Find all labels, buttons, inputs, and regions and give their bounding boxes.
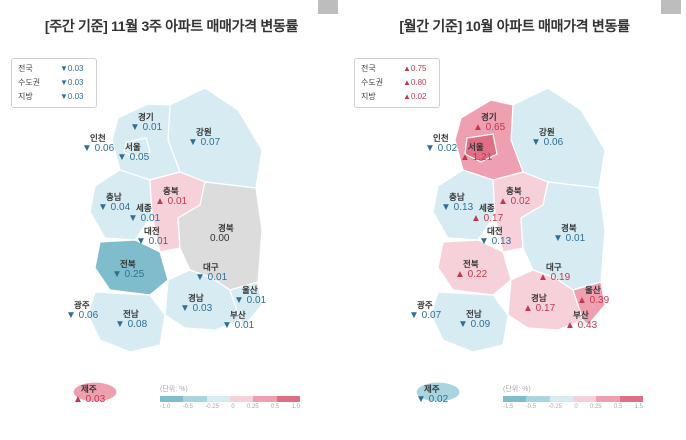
monthly-label-gyeonggi: 경기 ▲ 0.65	[473, 112, 506, 133]
monthly-label-seoul: 서울 ▲ 1.21	[460, 142, 493, 163]
weekly-label-gyeongbuk: 경북 0.00	[210, 223, 234, 244]
monthly-legend: (단위: %) -1.5 -0.5 -0.25 0 0.25 0.5 1.5	[503, 384, 653, 424]
weekly-region-chungnam	[89, 169, 153, 241]
monthly-label-busan: 부산 ▲ 0.43	[565, 310, 598, 331]
weekly-summary-row: 수도권 ▼0.03	[18, 78, 84, 87]
weekly-legend-unit: (단위: %)	[160, 386, 188, 393]
monthly-label-ulsan: 울산 ▲ 0.39	[577, 285, 610, 306]
weekly-label-seoul: 서울 ▼ 0.05	[117, 142, 150, 163]
monthly-label-jeonbuk: 전북 ▲ 0.22	[455, 259, 488, 280]
weekly-title: [주간 기준] 11월 3주 아파트 매매가격 변동률	[44, 18, 299, 34]
monthly-summary-box: 전국 ▲0.75 수도권 ▲0.80 지방 ▲0.02	[354, 58, 440, 108]
monthly-label-gwangju: 광주 ▼ 0.07	[409, 300, 442, 321]
monthly-map-panel: [월간 기준] 10월 아파트 매매가격 변동률 전국 ▲0.75 수도권 ▲0.8…	[343, 0, 686, 440]
weekly-region-jeonnam	[87, 291, 166, 353]
weekly-label-daejeon: 대전 ▼ 0.01	[136, 226, 169, 247]
monthly-label-gangwon: 강원 ▼ 0.06	[531, 127, 564, 148]
weekly-label-chungnam: 충남 ▼ 0.04	[98, 192, 131, 213]
weekly-region-busan-ulsan	[229, 281, 263, 326]
weekly-label-gangwon: 강원 ▼ 0.07	[188, 127, 221, 148]
weekly-label-incheon: 인천 ▼ 0.06	[82, 133, 115, 154]
weekly-legend-bar	[160, 396, 300, 402]
weekly-legend-ticks: -1.0 -0.5 -0.25 0 0.25 0.5 1.0	[160, 404, 300, 410]
monthly-label-daejeon: 대전 ▼ 0.13	[479, 226, 512, 247]
weekly-label-chungbuk: 충북 ▲ 0.01	[155, 186, 188, 207]
monthly-title: [월간 기준] 10월 아파트 매매가격 변동률	[399, 18, 630, 34]
monthly-region-jeonnam	[430, 291, 509, 353]
monthly-legend-unit: (단위: %)	[503, 386, 531, 393]
weekly-label-sejong: 세종 ▼ 0.01	[128, 203, 161, 224]
weekly-label-jeonbuk: 전북 ▼ 0.25	[112, 259, 145, 280]
weekly-map-panel: [주간 기준] 11월 3주 아파트 매매가격 변동률 전국 ▼0.03 수도권 ▼…	[11, 0, 338, 424]
monthly-summary-row: 지방 ▲0.02	[361, 92, 427, 101]
monthly-region-chungnam	[432, 169, 496, 241]
monthly-label-chungnam: 충남 ▼ 0.13	[441, 192, 474, 213]
monthly-label-sejong: 세종 ▲ 0.17	[471, 203, 504, 224]
monthly-label-gyeongnam: 경남 ▲ 0.17	[523, 293, 556, 314]
monthly-label-incheon: 인천 ▼ 0.02	[425, 133, 458, 154]
monthly-legend-bar	[503, 396, 643, 402]
monthly-region-seoul	[464, 133, 498, 163]
monthly-label-gyeongbuk: 경북 ▼ 0.01	[553, 223, 586, 244]
weekly-label-jeonnam: 전남 ▼ 0.08	[115, 309, 148, 330]
monthly-summary-row: 전국 ▲0.75	[361, 64, 427, 73]
monthly-legend-ticks: -1.5 -0.5 -0.25 0 0.25 0.5 1.5	[503, 404, 643, 410]
monthly-label-chungbuk: 충북 ▲ 0.02	[498, 186, 531, 207]
monthly-label-jeju: 제주 ▼ 0.02	[416, 384, 449, 405]
corner-mark	[661, 0, 681, 14]
weekly-legend: (단위: %) -1.0 -0.5 -0.25 0 0.25 0.5 1.0	[160, 384, 310, 424]
weekly-region-jeonbuk	[94, 239, 169, 296]
weekly-label-gyeongnam: 경남 ▼ 0.03	[180, 293, 213, 314]
corner-mark	[318, 0, 338, 14]
weekly-label-daegu: 대구 ▼ 0.01	[195, 262, 228, 283]
weekly-label-busan: 부산 ▼ 0.01	[222, 310, 255, 331]
monthly-label-jeonnam: 전남 ▼ 0.09	[458, 309, 491, 330]
monthly-label-daegu: 대구 ▲ 0.19	[538, 262, 571, 283]
weekly-summary-box: 전국 ▼0.03 수도권 ▼0.03 지방 ▼0.03	[11, 58, 97, 108]
weekly-label-gwangju: 광주 ▼ 0.06	[66, 300, 99, 321]
weekly-label-jeju: 제주 ▲ 0.03	[73, 384, 106, 405]
monthly-region-busan-ulsan	[572, 281, 606, 326]
monthly-region-jeju	[415, 381, 461, 403]
monthly-korea-map	[415, 87, 606, 403]
weekly-label-gyeonggi: 경기 ▼ 0.01	[130, 112, 163, 133]
weekly-label-ulsan: 울산 ▼ 0.01	[234, 285, 267, 306]
monthly-summary-row: 수도권 ▲0.80	[361, 78, 427, 87]
monthly-region-jeonbuk	[437, 239, 512, 296]
weekly-region-seoul	[123, 137, 151, 159]
weekly-region-jeju	[72, 381, 118, 403]
weekly-summary-row: 전국 ▼0.03	[18, 64, 84, 73]
weekly-summary-row: 지방 ▼0.03	[18, 92, 84, 101]
weekly-korea-map	[72, 87, 263, 403]
